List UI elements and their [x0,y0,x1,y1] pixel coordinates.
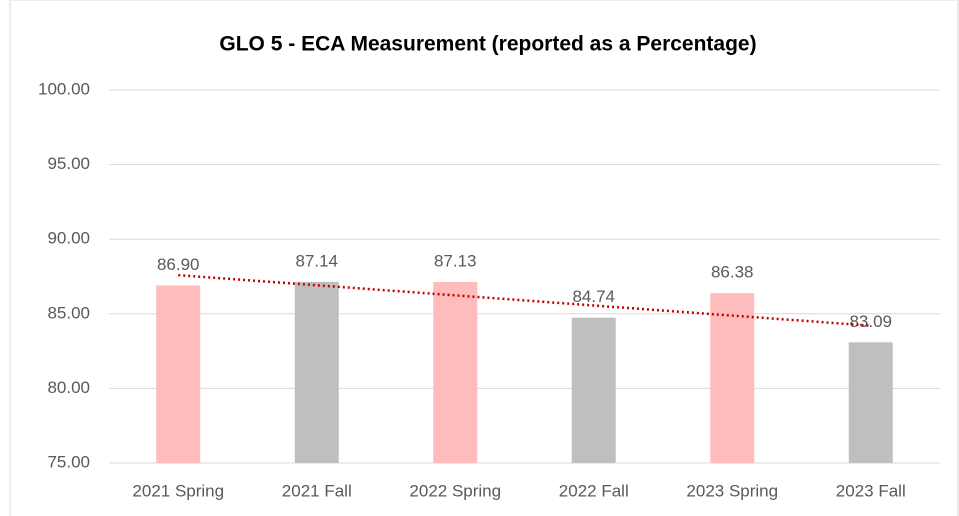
trendline [178,273,871,327]
bar [433,282,478,463]
value-label: 86.90 [157,255,200,274]
bar [571,317,616,463]
x-tick-label: 2023 Fall [836,481,906,500]
chart-frame [9,0,959,516]
bar [294,281,339,463]
value-label: 87.14 [295,251,338,270]
x-tick-label: 2023 Spring [686,481,778,500]
value-label: 84.74 [572,287,615,306]
x-tick-label: 2022 Fall [559,481,629,500]
value-label: 87.13 [434,252,477,271]
x-tick-label: 2021 Fall [282,481,352,500]
value-label: 83.09 [849,312,892,331]
y-tick-label: 75.00 [47,452,90,471]
bar [156,285,201,463]
chart-title: GLO 5 - ECA Measurement (reported as a P… [219,33,756,56]
y-tick-label: 100.00 [38,79,90,98]
x-tick-label: 2021 Spring [132,481,224,500]
value-label: 86.38 [711,263,754,282]
bar [848,342,893,463]
y-tick-label: 95.00 [47,154,90,173]
bar [710,293,755,463]
y-tick-label: 80.00 [47,378,90,397]
y-tick-label: 85.00 [47,303,90,322]
x-tick-label: 2022 Spring [409,481,501,500]
y-tick-label: 90.00 [47,229,90,248]
